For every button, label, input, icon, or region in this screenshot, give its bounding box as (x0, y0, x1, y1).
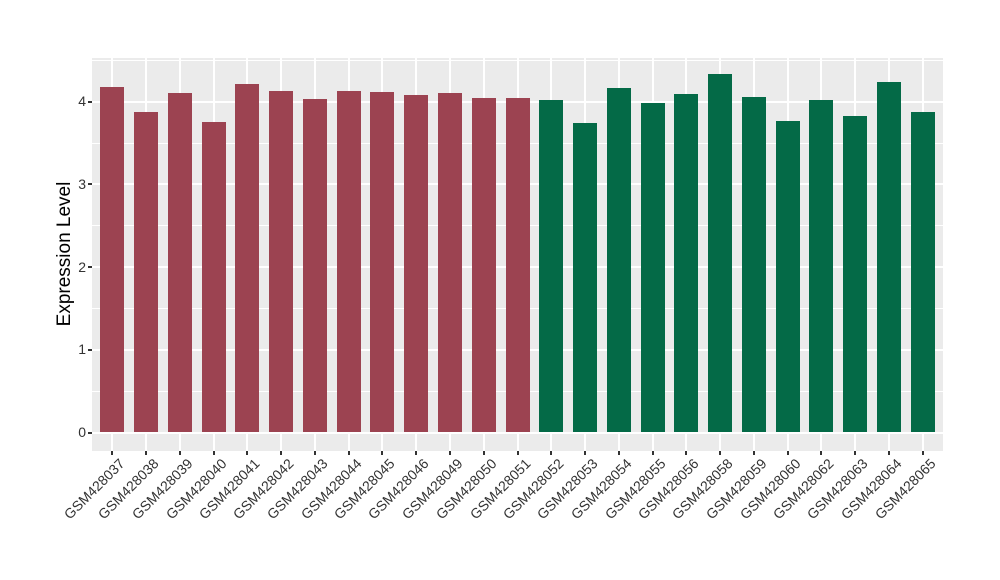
x-tick-mark (786, 451, 789, 455)
x-tick-mark (719, 451, 722, 455)
x-tick-mark (820, 451, 823, 455)
bar-GSM428038 (134, 112, 159, 433)
bar-GSM428037 (100, 86, 125, 433)
bar-GSM428042 (269, 90, 294, 433)
bar-GSM428058 (708, 74, 733, 433)
x-tick-mark (313, 451, 316, 455)
bar-GSM428065 (910, 111, 935, 433)
plot-panel (92, 58, 943, 451)
x-tick-mark (415, 451, 418, 455)
x-tick-mark (887, 451, 890, 455)
y-tick-mark (88, 183, 92, 186)
x-tick-mark (111, 451, 114, 455)
bar-GSM428039 (167, 93, 192, 433)
bar-GSM428051 (505, 98, 530, 433)
y-tick-mark (88, 266, 92, 269)
x-tick-mark (145, 451, 148, 455)
x-tick-mark (651, 451, 654, 455)
y-tick-mark (88, 431, 92, 434)
bar-GSM428063 (843, 115, 868, 433)
bar-GSM428053 (573, 123, 598, 433)
x-tick-mark (752, 451, 755, 455)
bar-GSM428060 (775, 120, 800, 433)
x-tick-mark (482, 451, 485, 455)
y-tick-label: 3 (78, 175, 86, 192)
bar-GSM428052 (539, 100, 564, 433)
x-tick-mark (212, 451, 215, 455)
y-tick-label: 2 (78, 258, 86, 275)
x-tick-mark (280, 451, 283, 455)
y-tick-mark (88, 348, 92, 351)
bar-GSM428049 (437, 93, 462, 433)
bar-GSM428045 (370, 91, 395, 433)
bar-GSM428055 (640, 102, 665, 433)
bar-GSM428046 (404, 95, 429, 433)
bar-GSM428050 (471, 97, 496, 433)
x-tick-mark (921, 451, 924, 455)
bar-GSM428062 (809, 100, 834, 433)
x-tick-mark (854, 451, 857, 455)
bar-GSM428040 (201, 121, 226, 433)
y-axis-title: Expression Level (54, 181, 75, 327)
x-tick-mark (617, 451, 620, 455)
x-tick-mark (516, 451, 519, 455)
bar-GSM428044 (336, 90, 361, 433)
x-tick-mark (178, 451, 181, 455)
y-tick-mark (88, 100, 92, 103)
x-tick-mark (584, 451, 587, 455)
y-tick-label: 4 (78, 93, 86, 110)
bar-GSM428041 (235, 83, 260, 433)
bar-GSM428056 (674, 94, 699, 433)
bar-GSM428054 (606, 87, 631, 433)
x-tick-mark (347, 451, 350, 455)
bar-GSM428059 (741, 96, 766, 433)
x-tick-mark (448, 451, 451, 455)
y-tick-label: 0 (78, 424, 86, 440)
y-tick-label: 1 (78, 341, 86, 358)
bar-GSM428043 (302, 99, 327, 433)
x-tick-mark (685, 451, 688, 455)
x-tick-mark (246, 451, 249, 455)
bar-GSM428064 (876, 81, 901, 433)
x-tick-mark (550, 451, 553, 455)
x-tick-mark (381, 451, 384, 455)
